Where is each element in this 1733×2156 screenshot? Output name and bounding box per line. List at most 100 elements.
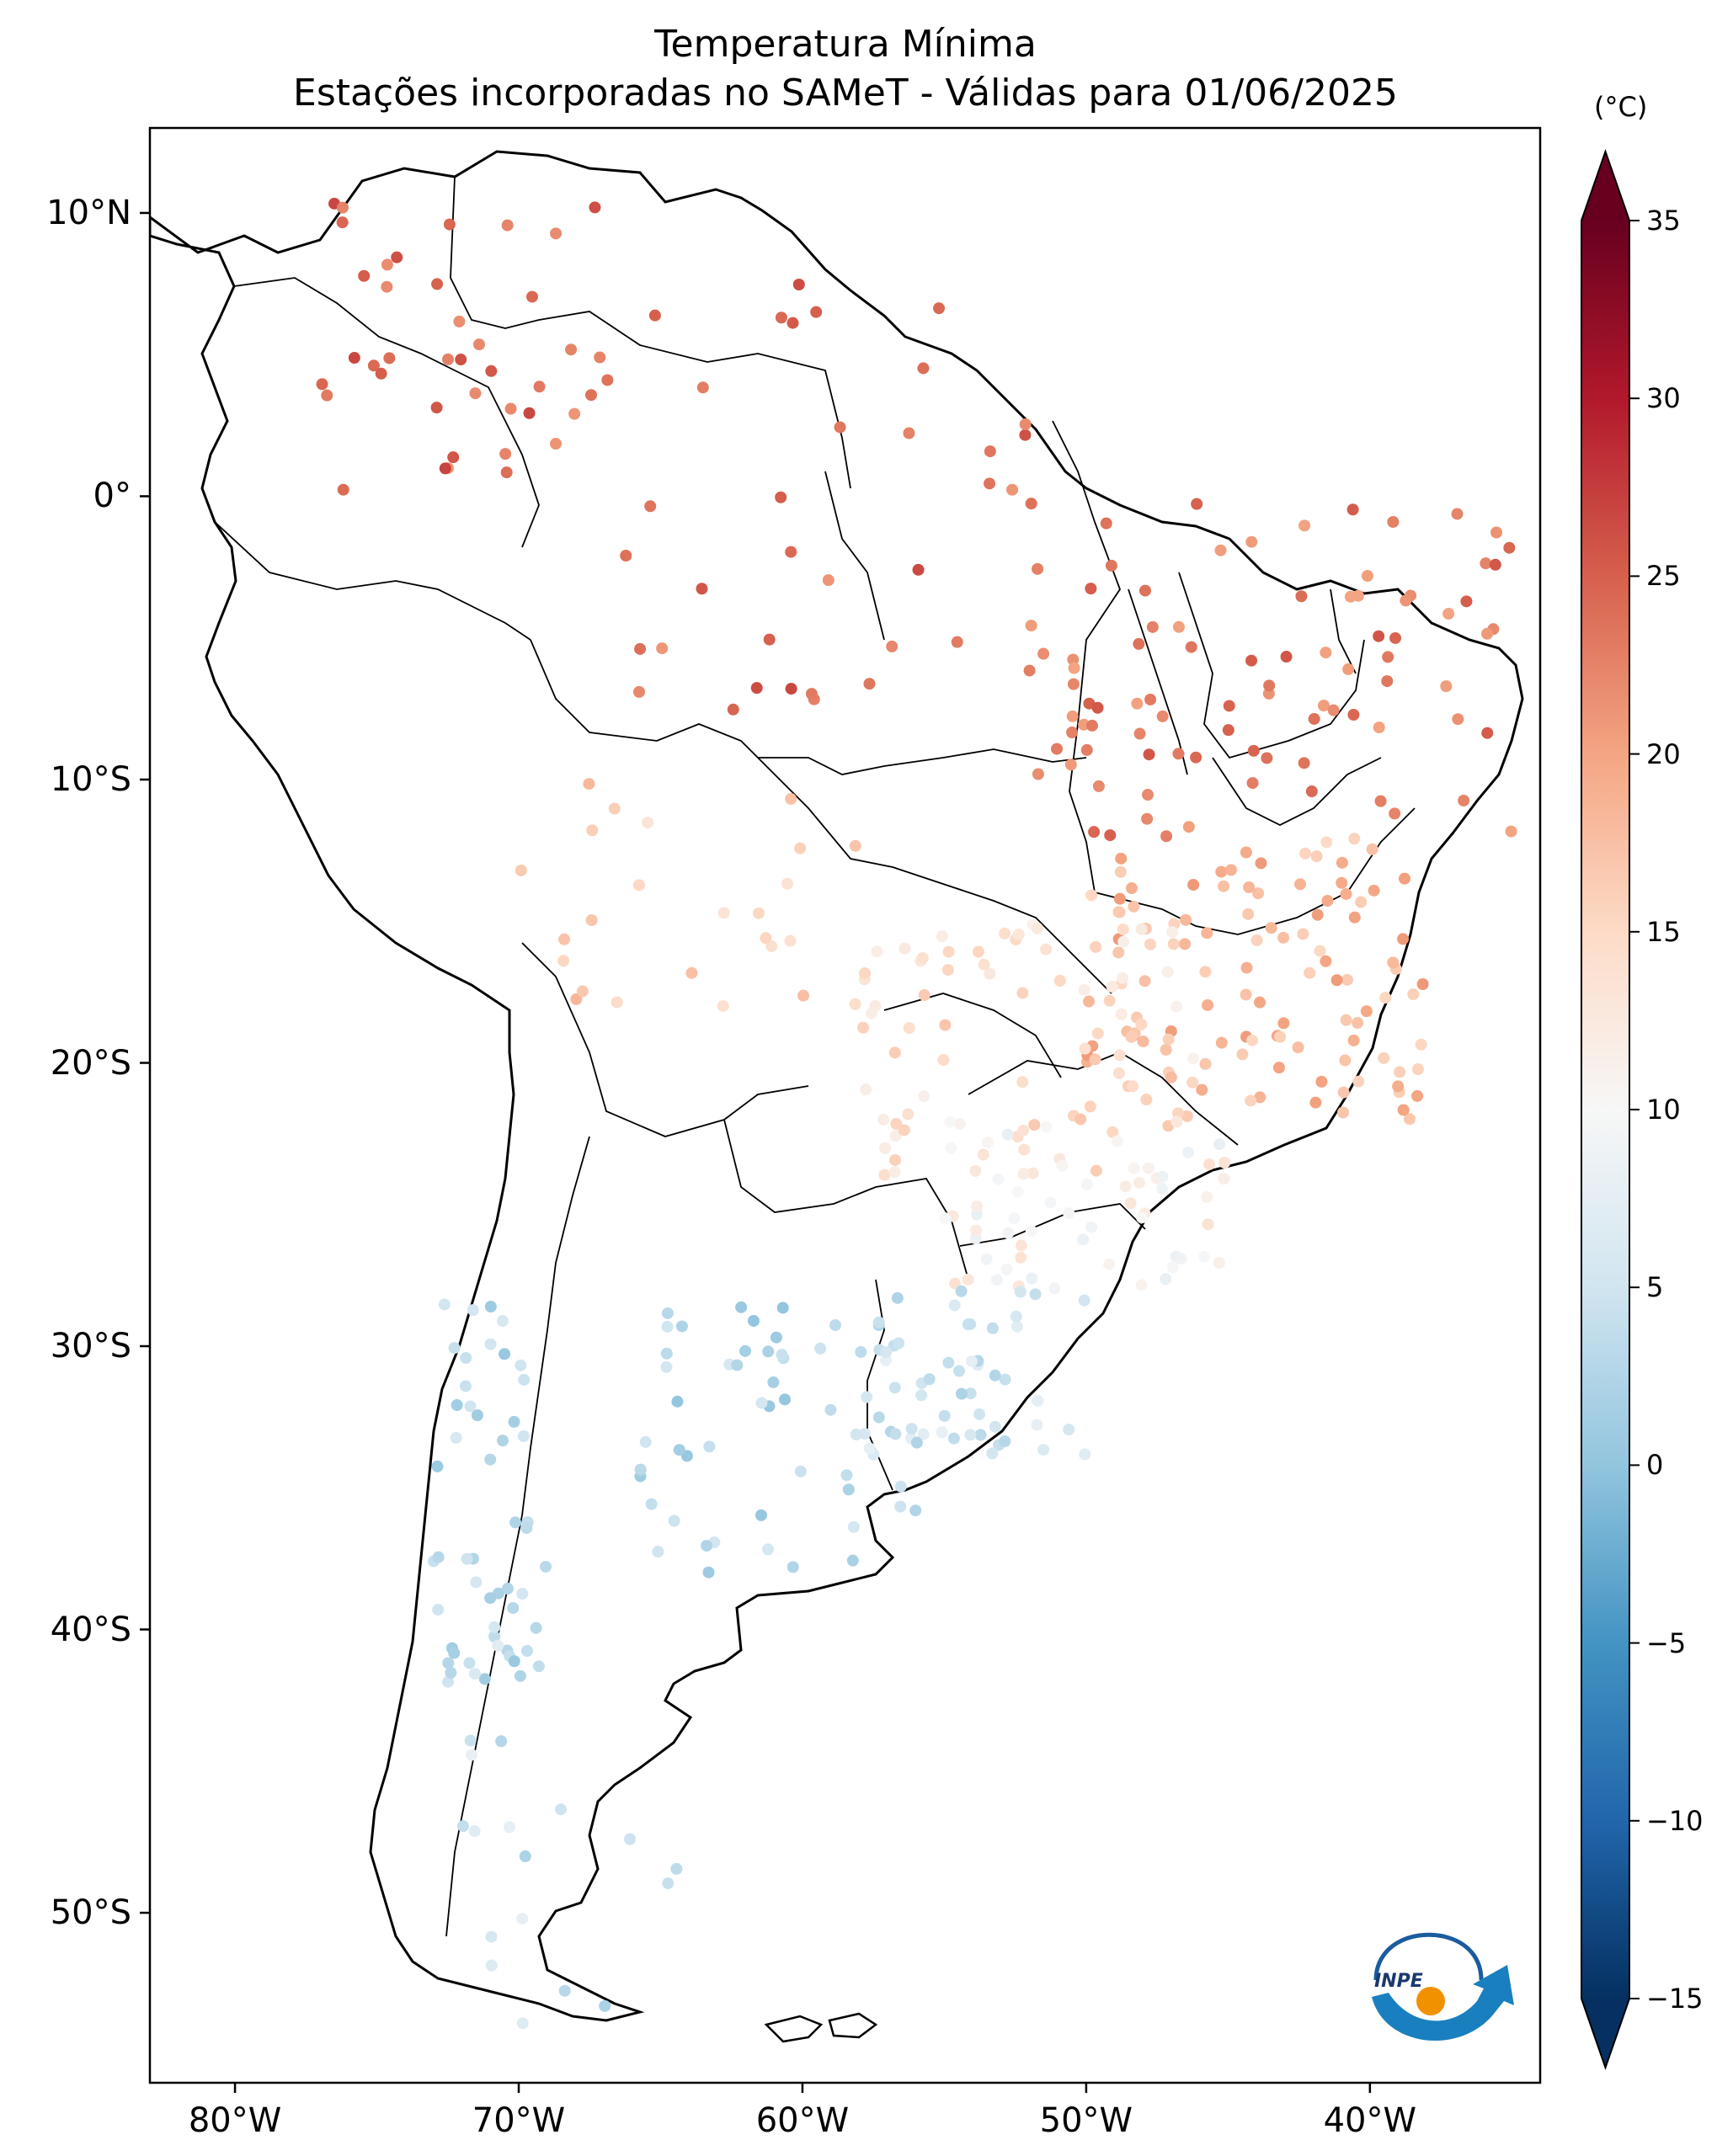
station-point [1387,515,1400,528]
station-point [1135,1279,1148,1291]
station-point [1103,994,1116,1007]
station-point [822,574,835,587]
station-point [1246,1034,1259,1046]
station-point [550,438,563,450]
station-point [1018,1143,1031,1156]
station-point [1066,727,1079,739]
station-point [1064,759,1077,771]
station-point [1083,995,1096,1008]
station-point [1213,1257,1225,1270]
station-point [540,1560,552,1573]
station-point [775,311,787,324]
station-point [1106,1126,1119,1138]
station-point [952,1365,965,1377]
station-point [865,1007,877,1019]
station-point [990,1274,1003,1286]
station-point [594,351,606,364]
station-point [1179,938,1192,950]
station-point [1336,876,1348,889]
station-point [1040,1121,1053,1133]
station-point [1170,1115,1183,1128]
station-point [916,951,929,964]
station-point [898,942,911,955]
station-point [1180,913,1192,926]
station-point [767,1376,780,1388]
station-point [644,500,657,513]
station-point [1397,933,1410,945]
station-point [1124,1197,1137,1210]
station-point [1172,620,1185,633]
station-point [1016,987,1029,999]
station-point [432,1551,445,1563]
station-point [1342,663,1355,675]
station-point [430,402,443,414]
station-point [550,227,563,240]
station-point [939,1212,952,1225]
station-point [499,448,512,460]
station-point [1348,911,1361,924]
station-point [484,1592,497,1605]
station-point [367,359,380,372]
station-point [673,1444,685,1456]
station-point [661,1320,674,1333]
station-point [1138,584,1151,597]
station-point [951,636,963,648]
station-point [1019,429,1032,441]
station-point [770,1331,782,1344]
station-point [972,945,984,958]
station-point [1245,654,1258,667]
station-point [1090,940,1102,953]
station-point [1330,974,1343,987]
station-point [1111,1135,1123,1147]
station-point [1346,503,1359,516]
station-point [1347,709,1360,721]
station-point [1185,641,1197,653]
colorbar-tick-label: −10 [1646,1804,1704,1837]
station-point [1128,900,1140,913]
station-point [850,1429,862,1441]
lat-tick-label: 20°S [50,1043,131,1083]
station-point [599,1999,611,2012]
station-point [471,1409,483,1422]
station-point [586,824,599,837]
station-point [784,934,797,947]
station-point [1085,719,1098,732]
station-point [1031,922,1043,934]
station-point [1360,1005,1373,1018]
map-subtitle: Estações incorporadas no SAMeT - Válidas… [293,72,1398,114]
station-point [1314,945,1326,957]
station-point [533,381,546,393]
station-point [484,1453,497,1466]
station-point [523,407,536,419]
colorbar [1581,148,1640,2071]
station-point [1085,889,1098,902]
station-point [455,354,467,366]
station-point [1373,721,1385,734]
station-point [1079,1042,1091,1055]
station-point [1029,1288,1042,1301]
station-point [1480,557,1492,570]
station-point [969,1164,982,1177]
station-point [1172,748,1185,760]
station-point [508,1415,520,1428]
station-point [984,967,996,980]
station-point [445,1667,457,1680]
station-point [1202,1158,1215,1171]
station-point [1144,938,1157,950]
station-point [1201,927,1213,940]
colorbar-tick-label: 15 [1646,915,1681,948]
station-point [570,993,583,1005]
station-point [1160,1043,1172,1056]
station-point [702,1566,715,1578]
station-point [894,1500,907,1513]
station-point [861,1391,873,1403]
station-point [962,1273,974,1286]
station-point [888,1046,901,1059]
station-point [918,989,930,1002]
station-point [1398,872,1410,885]
station-point [776,1302,789,1314]
station-point [584,389,597,402]
station-point [463,1657,476,1669]
station-point [1379,992,1392,1004]
station-point [469,1668,482,1680]
